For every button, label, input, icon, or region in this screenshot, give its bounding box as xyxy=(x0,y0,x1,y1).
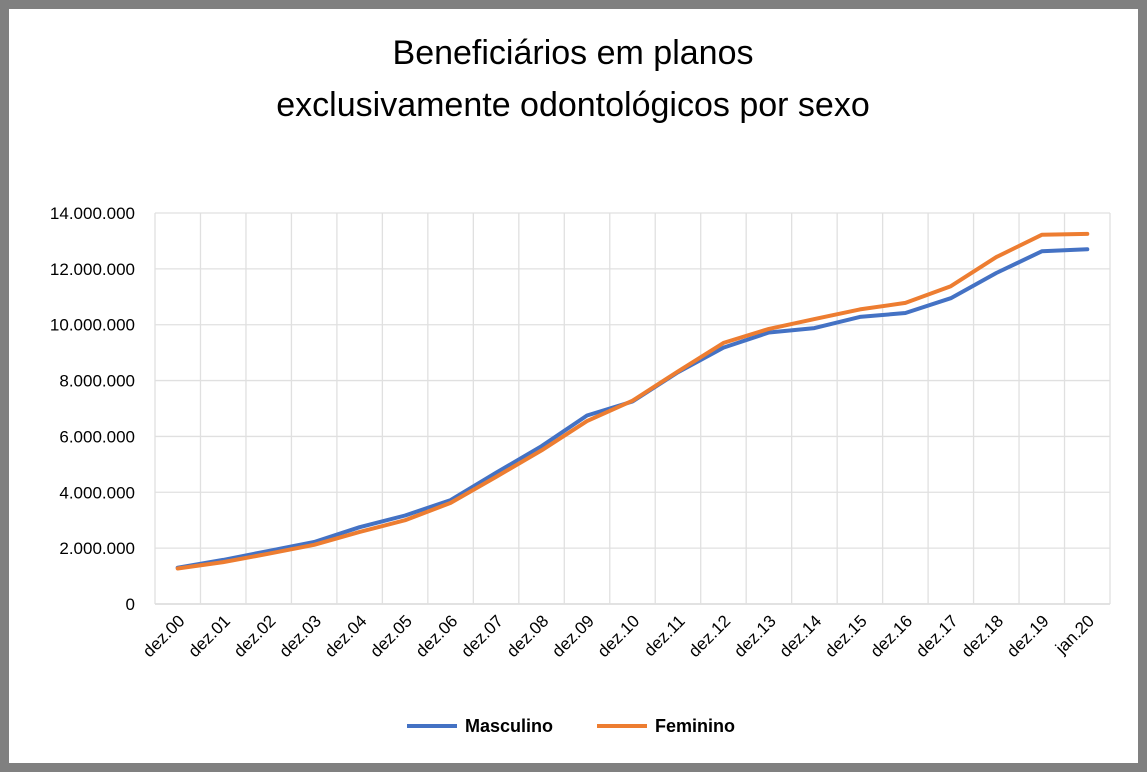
x-tick-label: dez.06 xyxy=(412,611,462,661)
y-tick-label: 14.000.000 xyxy=(50,204,135,223)
x-tick-label: dez.14 xyxy=(776,611,826,661)
chart-area xyxy=(9,9,1138,763)
chart-title-line-2: exclusivamente odontológicos por sexo xyxy=(276,86,869,124)
x-tick-label: dez.10 xyxy=(594,611,644,661)
x-tick-label: dez.02 xyxy=(230,611,280,661)
x-tick-label: dez.04 xyxy=(321,611,371,661)
x-tick-label: dez.12 xyxy=(685,611,735,661)
x-tick-label: dez.01 xyxy=(185,611,235,661)
x-tick-label: dez.19 xyxy=(1003,611,1053,661)
y-tick-label: 12.000.000 xyxy=(50,260,135,279)
y-tick-label: 0 xyxy=(126,595,135,614)
series-line-feminino xyxy=(175,231,1090,571)
x-tick-label: dez.07 xyxy=(457,611,507,661)
x-tick-label: dez.03 xyxy=(275,611,325,661)
series-line-masculino xyxy=(175,247,1090,570)
y-tick-label: 10.000.000 xyxy=(50,316,135,335)
chart-title-line-1: Beneficiários em planos xyxy=(393,34,754,72)
y-tick-label: 4.000.000 xyxy=(59,483,135,502)
x-tick-label: dez.08 xyxy=(503,611,553,661)
y-tick-label: 8.000.000 xyxy=(59,372,135,391)
y-tick-label: 2.000.000 xyxy=(59,539,135,558)
legend-label-masculino: Masculino xyxy=(465,716,553,736)
x-tick-label: dez.17 xyxy=(912,611,962,661)
x-tick-label: dez.15 xyxy=(821,611,871,661)
x-tick-label: dez.16 xyxy=(867,611,917,661)
y-tick-label: 6.000.000 xyxy=(59,427,135,446)
x-tick-label: dez.13 xyxy=(730,611,780,661)
x-tick-label: dez.18 xyxy=(958,611,1008,661)
x-tick-label: dez.09 xyxy=(548,611,598,661)
x-tick-label: jan.20 xyxy=(1051,611,1098,658)
x-tick-label: dez.05 xyxy=(366,611,416,661)
x-tick-label: dez.11 xyxy=(640,611,689,660)
legend-label-feminino: Feminino xyxy=(655,716,735,736)
x-tick-label: dez.00 xyxy=(139,611,189,661)
